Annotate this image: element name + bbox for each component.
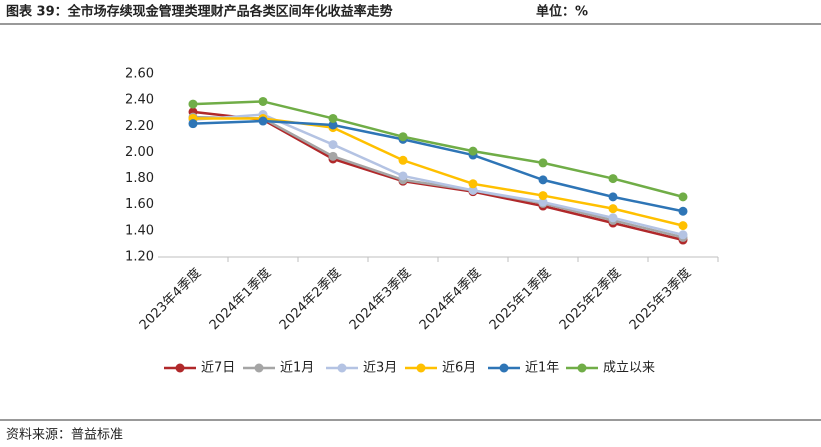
- source-note: 资料来源：普益标准: [6, 428, 123, 443]
- x-tick-label: 2024年2季度: [276, 265, 344, 333]
- data-point: [188, 99, 198, 109]
- data-point: [608, 192, 618, 202]
- legend-marker: [577, 363, 587, 373]
- unit-label: 单位：%: [536, 4, 588, 20]
- x-tick-label: 2023年4季度: [136, 265, 204, 333]
- data-point: [678, 206, 688, 216]
- data-point: [328, 151, 338, 161]
- y-tick-label: 2.40: [125, 93, 154, 108]
- data-point: [468, 185, 478, 195]
- legend-label: 近1年: [525, 361, 559, 376]
- data-point: [678, 221, 688, 231]
- data-point: [538, 191, 548, 201]
- data-point: [608, 213, 618, 223]
- data-point: [538, 175, 548, 185]
- data-point: [328, 140, 338, 150]
- data-point: [608, 204, 618, 214]
- data-point: [398, 155, 408, 165]
- data-point: [538, 158, 548, 168]
- legend-label: 成立以来: [603, 361, 655, 376]
- x-tick-label: 2025年1季度: [486, 265, 554, 333]
- legend-label: 近3月: [363, 361, 397, 376]
- y-tick-label: 2.60: [125, 67, 154, 82]
- legend-label: 近6月: [442, 361, 476, 376]
- data-point: [258, 116, 268, 126]
- chart-title: 图表 39：全市场存续现金管理类理财产品各类区间年化收益率走势: [6, 4, 393, 20]
- x-tick-label: 2024年3季度: [346, 265, 414, 333]
- data-point: [468, 146, 478, 156]
- y-tick-label: 1.20: [125, 250, 154, 265]
- data-point: [328, 120, 338, 130]
- legend-label: 近1月: [280, 361, 314, 376]
- data-point: [398, 132, 408, 142]
- series-line: [192, 100, 684, 199]
- y-tick-label: 2.20: [125, 119, 154, 134]
- legend-marker: [499, 363, 509, 373]
- x-tick-label: 2024年1季度: [206, 265, 274, 333]
- x-tick-label: 2024年4季度: [416, 265, 484, 333]
- legend-marker: [254, 363, 264, 373]
- legend-marker: [175, 363, 185, 373]
- series-line: [192, 110, 684, 242]
- legend-marker: [337, 363, 347, 373]
- data-point: [678, 230, 688, 240]
- data-point: [188, 119, 198, 129]
- data-point: [328, 113, 338, 123]
- x-tick-label: 2025年3季度: [626, 265, 694, 333]
- y-tick-label: 1.40: [125, 223, 154, 238]
- data-point: [398, 171, 408, 181]
- series-line: [192, 115, 684, 239]
- data-point: [608, 174, 618, 184]
- data-point: [468, 179, 478, 189]
- legend-label: 近7日: [201, 361, 235, 376]
- series-line: [193, 117, 684, 227]
- data-point: [538, 197, 548, 207]
- y-tick-label: 1.80: [125, 171, 154, 186]
- x-tick-label: 2025年2季度: [556, 265, 624, 333]
- data-point: [678, 192, 688, 202]
- data-point: [258, 96, 268, 106]
- y-tick-label: 2.00: [125, 145, 154, 160]
- series-line: [192, 119, 684, 213]
- legend-marker: [416, 363, 426, 373]
- y-tick-label: 1.60: [125, 197, 154, 212]
